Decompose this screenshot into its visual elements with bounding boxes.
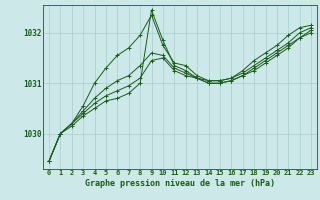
X-axis label: Graphe pression niveau de la mer (hPa): Graphe pression niveau de la mer (hPa) <box>85 179 275 188</box>
